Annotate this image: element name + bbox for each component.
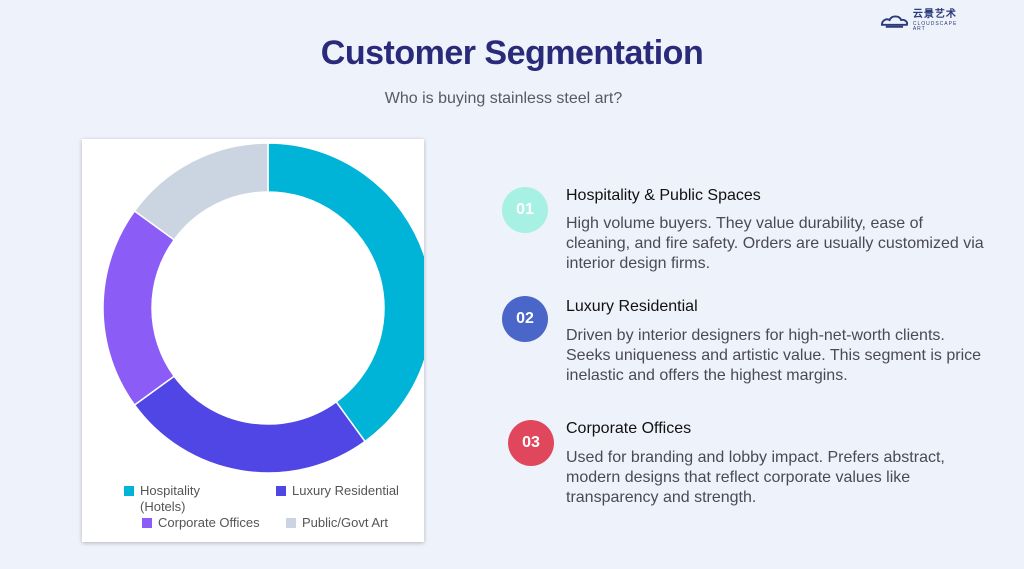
cloud-logo-icon — [880, 15, 909, 28]
donut-slice-hospitality — [267, 142, 424, 443]
segment-number-badge: 02 — [502, 296, 548, 342]
legend-label-public-govt-art: Public/Govt Art — [302, 515, 388, 530]
segment-number-badge: 03 — [508, 420, 554, 466]
segment-title: Corporate Offices — [566, 420, 692, 437]
donut-chart-card: Hospitality (Hotels) Luxury Residential … — [82, 139, 424, 542]
legend-item-hospitality: Hospitality (Hotels) — [124, 483, 244, 515]
segment-description: Driven by interior designers for high-ne… — [566, 327, 982, 384]
logo-text-en: CLOUDSCAPE ART — [912, 21, 958, 32]
donut-chart — [102, 142, 424, 474]
legend-label-corporate-offices: Corporate Offices — [158, 515, 260, 530]
legend-label-luxury-residential: Luxury Residential — [292, 483, 399, 498]
donut-slice-corporate-offices — [102, 209, 176, 407]
legend-item-public-govt-art: Public/Govt Art — [286, 515, 388, 531]
legend-label-hospitality: Hospitality (Hotels) — [140, 483, 200, 514]
brand-logo: 云景艺术 CLOUDSCAPE ART — [880, 10, 970, 32]
donut-slice-luxury-residential — [133, 375, 367, 474]
legend-swatch-corporate-offices — [142, 518, 152, 528]
logo-text-cn: 云景艺术 — [912, 9, 957, 20]
page-subtitle: Who is buying stainless steel art? — [384, 90, 623, 107]
legend-item-corporate-offices: Corporate Offices — [142, 515, 260, 531]
legend-swatch-hospitality — [124, 486, 134, 496]
donut-slice-public-govt-art — [133, 142, 269, 241]
segment-description: High volume buyers. They value durabilit… — [566, 215, 984, 272]
legend-swatch-public-govt-art — [286, 518, 296, 528]
segment-number-badge: 01 — [502, 187, 548, 233]
legend-item-luxury-residential: Luxury Residential — [276, 483, 399, 499]
segment-title: Hospitality & Public Spaces — [566, 187, 761, 204]
segment-title: Luxury Residential — [566, 298, 698, 315]
segment-description: Used for branding and lobby impact. Pref… — [566, 449, 945, 506]
legend-swatch-luxury-residential — [276, 486, 286, 496]
page-title: Customer Segmentation — [320, 34, 704, 72]
